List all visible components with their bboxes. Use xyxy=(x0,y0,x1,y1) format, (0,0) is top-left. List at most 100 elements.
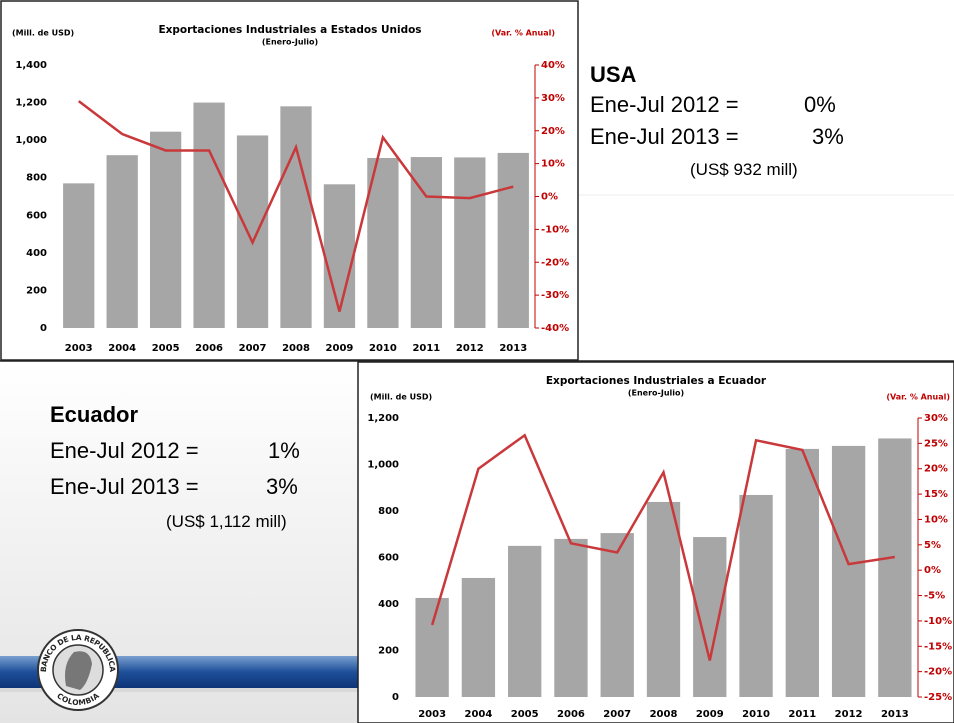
y-tick-label: 1,000 xyxy=(367,460,399,471)
x-tick-label: 2010 xyxy=(369,343,397,354)
bar xyxy=(508,545,542,697)
chart-title: Exportaciones Industriales a Estados Uni… xyxy=(158,24,421,36)
line xyxy=(430,433,896,661)
bar xyxy=(600,533,634,697)
bar xyxy=(106,155,138,328)
y-tick-label: 1,200 xyxy=(15,98,47,109)
y2-tick-label: 30% xyxy=(541,93,565,104)
line-label: Ene-Jul 2012 = xyxy=(590,92,739,117)
bar xyxy=(193,102,225,328)
y2-tick-label: 25% xyxy=(924,438,948,449)
x-tick-label: 2012 xyxy=(835,709,863,720)
y-tick-label: 1,000 xyxy=(15,135,47,146)
y2-tick-label: 30% xyxy=(924,413,948,424)
y-tick-label: 1,400 xyxy=(15,60,47,71)
note: (US$ 1,112 mill) xyxy=(166,512,287,531)
x-tick-label: 2004 xyxy=(464,709,492,720)
y-tick-label: 0 xyxy=(40,323,47,334)
y2-tick-label: -40% xyxy=(541,323,569,334)
line-value: 3% xyxy=(266,474,298,499)
logo-head xyxy=(65,651,92,690)
x-tick-label: 2007 xyxy=(603,709,631,720)
y2-tick-label: 20% xyxy=(924,464,948,475)
bar xyxy=(461,577,496,697)
bar xyxy=(646,501,681,697)
y-tick-label: 200 xyxy=(26,285,47,296)
y2-tick-label: -25% xyxy=(924,692,952,703)
text-box: USA Ene-Jul 2012 = 0% Ene-Jul 2013 = 3% … xyxy=(590,62,844,179)
line-value: 1% xyxy=(268,438,300,463)
y2-axis-label: (Var. % Anual) xyxy=(886,393,950,402)
y2-tick-label: 40% xyxy=(541,60,565,71)
line-value: 3% xyxy=(812,124,844,149)
line-label: Ene-Jul 2013 = xyxy=(590,124,739,149)
logo: BANCO DE LA REPUBLICA COLOMBIA xyxy=(37,629,119,711)
y2-tick-label: 5% xyxy=(924,540,941,551)
y2-tick-label: 10% xyxy=(541,159,565,170)
x-tick-label: 2013 xyxy=(499,343,527,354)
x-tick-label: 2012 xyxy=(456,343,484,354)
y2-tick-label: -5% xyxy=(924,591,945,602)
heading: Ecuador xyxy=(50,402,139,427)
y-tick-label: 400 xyxy=(378,599,399,610)
text-box: Ecuador Ene-Jul 2012 = 1% Ene-Jul 2013 =… xyxy=(50,402,300,531)
bar xyxy=(410,157,443,328)
bar xyxy=(63,183,95,328)
bar xyxy=(415,597,449,697)
bar xyxy=(497,152,529,328)
y2-axis-label: (Var. % Anual) xyxy=(491,29,555,38)
line-label: Ene-Jul 2013 = xyxy=(50,474,199,499)
bar xyxy=(454,157,486,328)
y-axis-label: (Mill. de USD) xyxy=(12,29,74,38)
y-tick-label: 400 xyxy=(26,248,47,259)
bar xyxy=(149,131,182,328)
x-tick-label: 2010 xyxy=(742,709,770,720)
x-tick-label: 2004 xyxy=(108,343,136,354)
x-tick-label: 2003 xyxy=(65,343,93,354)
y-tick-label: 800 xyxy=(26,173,47,184)
line-label: Ene-Jul 2012 = xyxy=(50,438,199,463)
y-tick-label: 1,200 xyxy=(367,413,399,424)
y-tick-label: 0 xyxy=(392,692,399,703)
x-tick-label: 2006 xyxy=(195,343,223,354)
y2-tick-label: 0% xyxy=(924,565,941,576)
x-tick-label: 2006 xyxy=(557,709,585,720)
x-tick-label: 2007 xyxy=(239,343,267,354)
x-tick-label: 2005 xyxy=(511,709,539,720)
y2-tick-label: -15% xyxy=(924,641,952,652)
chart-title: Exportaciones Industriales a Ecuador xyxy=(546,375,767,387)
x-tick-label: 2011 xyxy=(412,343,440,354)
line xyxy=(77,100,514,312)
y2-tick-label: -10% xyxy=(541,224,569,235)
y2-tick-label: 10% xyxy=(924,514,948,525)
heading: USA xyxy=(590,62,637,87)
bar xyxy=(878,438,912,697)
x-tick-label: 2009 xyxy=(696,709,724,720)
y2-tick-label: 20% xyxy=(541,126,565,137)
bar xyxy=(554,538,588,697)
y-tick-label: 200 xyxy=(378,646,399,657)
x-tick-label: 2008 xyxy=(282,343,310,354)
bar xyxy=(785,448,819,697)
bar xyxy=(236,135,269,328)
y2-tick-label: -20% xyxy=(924,667,952,678)
band-shadow xyxy=(0,688,358,692)
x-tick-label: 2013 xyxy=(881,709,909,720)
chart-subtitle: (Enero-Julio) xyxy=(628,389,684,398)
y-axis-label: (Mill. de USD) xyxy=(370,393,432,402)
y2-tick-label: 0% xyxy=(541,192,558,203)
bar xyxy=(367,157,399,328)
x-tick-label: 2003 xyxy=(418,709,446,720)
y-tick-label: 600 xyxy=(378,553,399,564)
chart-subtitle: (Enero-Julio) xyxy=(262,38,318,47)
x-tick-label: 2009 xyxy=(326,343,354,354)
x-tick-label: 2011 xyxy=(788,709,816,720)
y2-tick-label: -10% xyxy=(924,616,952,627)
bar xyxy=(323,184,356,328)
y2-tick-label: -20% xyxy=(541,257,569,268)
line-value: 0% xyxy=(804,92,836,117)
x-tick-label: 2005 xyxy=(152,343,180,354)
y2-tick-label: 15% xyxy=(924,489,948,500)
